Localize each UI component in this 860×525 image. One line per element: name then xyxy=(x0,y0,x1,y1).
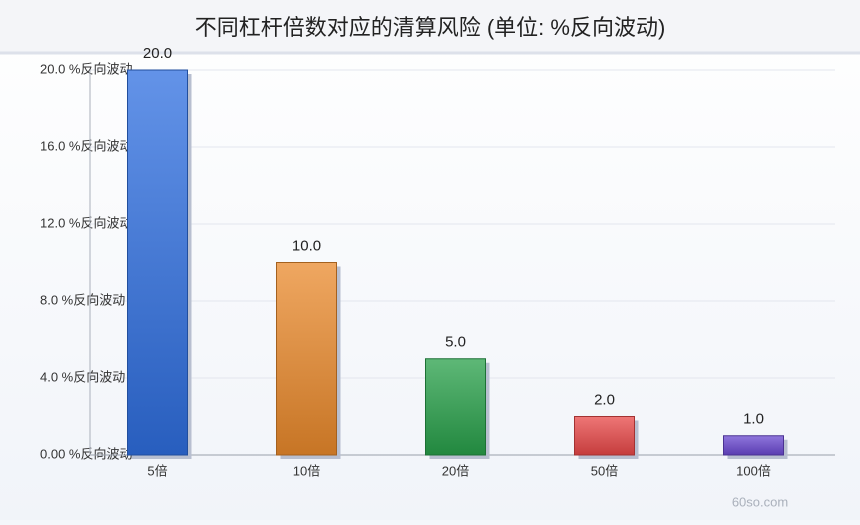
x-tick-label: 100倍 xyxy=(736,463,771,478)
value-label: 10.0 xyxy=(292,237,321,254)
value-label: 1.0 xyxy=(743,411,764,428)
watermark: 60so.com xyxy=(732,494,788,509)
title-bar xyxy=(0,0,860,52)
bar xyxy=(276,262,337,456)
x-tick-label: 50倍 xyxy=(591,463,618,478)
y-tick-label: 4.0 %反向波动 xyxy=(40,369,125,384)
value-label: 20.0 xyxy=(143,45,172,62)
bar xyxy=(425,358,486,456)
y-tick-label: 16.0 %反向波动 xyxy=(40,138,132,153)
y-tick-label: 8.0 %反向波动 xyxy=(40,292,125,307)
y-tick-label: 20.0 %反向波动 xyxy=(40,61,132,76)
value-label: 2.0 xyxy=(594,391,615,408)
x-tick-label: 5倍 xyxy=(147,463,167,478)
bar xyxy=(723,435,784,456)
x-tick-label: 20倍 xyxy=(442,463,469,478)
y-tick-label: 12.0 %反向波动 xyxy=(40,215,132,230)
chart-title: 不同杠杆倍数对应的清算风险 (单位: %反向波动) xyxy=(195,15,666,40)
value-label: 5.0 xyxy=(445,334,466,351)
bar xyxy=(574,416,635,456)
y-tick-label: 0.00 %反向波动 xyxy=(40,446,132,461)
x-tick-label: 10倍 xyxy=(293,463,320,478)
bar xyxy=(127,69,188,456)
